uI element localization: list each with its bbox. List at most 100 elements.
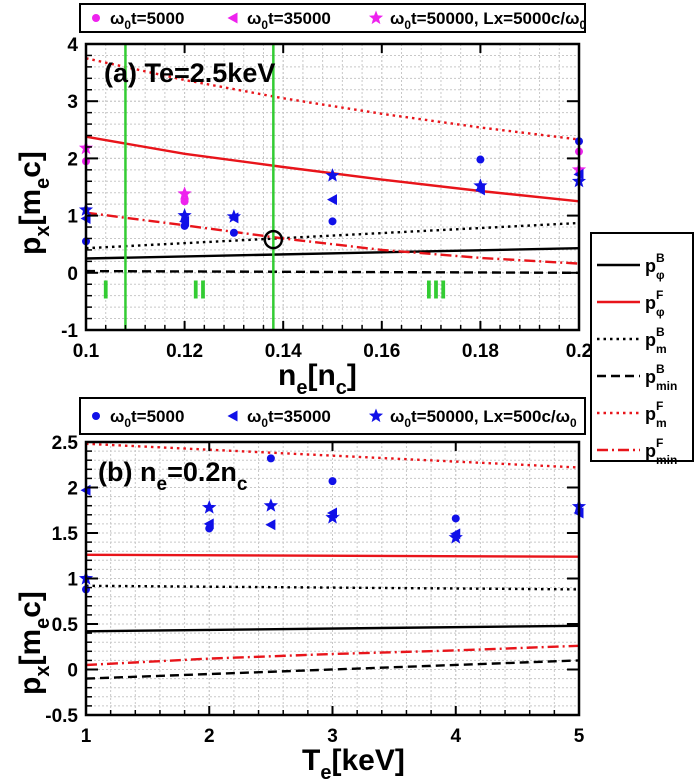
curve-p-min-B xyxy=(85,659,580,680)
data-point xyxy=(328,477,337,486)
line-legend: pB φ pF φ pB m pB min pF m pF min xyxy=(590,232,694,467)
panel-b-ticks: 1 2 3 4 5 -0.5 0 0.5 1 1.5 2 2.5 xyxy=(45,433,584,747)
x-tick-label: 0.12 xyxy=(166,341,203,362)
x-tick-label: 3 xyxy=(327,726,338,747)
x-tick-label: 0.2 xyxy=(566,341,592,362)
legend-label: ω0t=35000 xyxy=(247,9,331,32)
panel-a-frame xyxy=(84,42,581,332)
data-point xyxy=(451,514,460,523)
curve-p-phi-F xyxy=(85,553,580,558)
legend-marker xyxy=(92,14,100,22)
y-tick-label: 4 xyxy=(67,35,78,56)
data-point xyxy=(327,194,337,206)
panel-b-y-axis-label: px[mec] xyxy=(14,591,54,695)
data-point xyxy=(202,500,217,514)
panel-a-y-axis-label: px[mec] xyxy=(14,151,54,255)
y-tick-label: -1 xyxy=(61,321,78,342)
data-point xyxy=(177,186,192,200)
panel-b-points xyxy=(78,454,587,594)
y-tick-label: 0 xyxy=(67,661,78,682)
y-tick-label: 0.5 xyxy=(52,615,79,636)
y-tick-label: 3 xyxy=(67,92,78,113)
data-point xyxy=(266,454,275,463)
x-tick-label: 0.16 xyxy=(363,341,400,362)
curve-p-m-B xyxy=(85,584,580,591)
x-tick-label: 2 xyxy=(204,726,215,747)
x-tick-label: 0.18 xyxy=(462,341,499,362)
plot-frame xyxy=(84,42,581,332)
panel-a-ticks: 0.1 0.12 0.14 0.16 0.18 0.2 -1 0 1 2 3 4 xyxy=(61,35,592,362)
legend-box xyxy=(79,397,586,435)
panel-a-points xyxy=(78,137,587,246)
data-point xyxy=(448,530,463,544)
data-point xyxy=(473,178,488,192)
region-label: I xyxy=(102,275,109,305)
data-point xyxy=(229,228,238,237)
panel-b-legend: ω0t=5000 ω0t=35000 ω0t=50000, Lx=500c/ω0 xyxy=(79,397,586,435)
legend-box xyxy=(79,3,586,33)
x-tick-label: 1 xyxy=(81,726,92,747)
y-tick-label: 2 xyxy=(67,479,78,500)
x-tick-label: 0.1 xyxy=(73,341,100,362)
x-tick-label: 4 xyxy=(450,726,461,747)
data-point xyxy=(263,498,278,512)
data-point xyxy=(328,217,337,226)
curve-p-min-F xyxy=(85,644,580,667)
panel-b-curves xyxy=(85,442,580,680)
legend-label: ω0t=5000 xyxy=(110,9,184,32)
curve-p-m-B xyxy=(85,221,580,250)
data-point xyxy=(205,524,214,533)
y-tick-label: 2.5 xyxy=(52,433,79,454)
x-tick-label: 5 xyxy=(574,726,585,747)
panel-a-region-labels: I II III xyxy=(102,275,447,305)
legend-label: ω0t=5000 xyxy=(110,407,184,430)
y-tick-label: 1 xyxy=(67,570,78,591)
line-legend-label: pB m xyxy=(645,325,667,356)
x-tick-label: 0.14 xyxy=(265,341,302,362)
curve-p-phi-B xyxy=(85,624,580,633)
y-tick-label: 0 xyxy=(67,264,78,285)
line-legend-box xyxy=(590,232,694,462)
data-point xyxy=(180,197,189,206)
panel-a-x-axis-label: ne[nc] xyxy=(278,359,357,399)
data-point xyxy=(228,212,239,224)
data-point xyxy=(265,519,276,531)
panel-a-region-lines xyxy=(124,44,284,330)
legend-marker xyxy=(368,408,384,423)
line-legend-label: pB min xyxy=(645,362,677,393)
line-legend-label: pF m xyxy=(645,399,667,430)
panel-b-x-axis-label: Te[keV] xyxy=(302,744,405,783)
data-point xyxy=(325,510,340,524)
panel-b-label: (b) ne=0.2nc xyxy=(98,457,248,495)
curve-p-m-F xyxy=(85,57,580,141)
legend-label: ω0t=35000 xyxy=(247,407,331,430)
line-legend-label: pB φ xyxy=(645,251,665,282)
legend-marker xyxy=(227,12,238,24)
data-point xyxy=(177,208,192,222)
panel-a-curves xyxy=(85,57,580,274)
data-point xyxy=(476,155,485,164)
intersection-circle xyxy=(263,229,284,250)
y-tick-label: 2 xyxy=(67,149,78,170)
region-label: II xyxy=(192,275,206,305)
region-label: III xyxy=(425,275,447,305)
legend-marker xyxy=(227,410,238,422)
legend-marker xyxy=(92,412,100,420)
data-point xyxy=(474,184,485,196)
curve-p-m-F xyxy=(85,442,580,469)
legend-marker xyxy=(368,10,384,25)
panel-a-legend: ω0t=5000 ω0t=35000 ω0t=50000, Lx=5000c/ω0 xyxy=(79,3,586,33)
legend-label: ω0t=50000, Lx=500c/ω0 xyxy=(390,407,577,430)
line-legend-label: pF min xyxy=(645,436,677,467)
data-point xyxy=(325,168,340,182)
panel-a-label: (a) Te=2.5keV xyxy=(104,58,275,88)
y-tick-label: -0.5 xyxy=(45,706,78,727)
curve-p-phi-B xyxy=(85,247,580,260)
y-tick-label: 1.5 xyxy=(52,524,79,545)
panel-b: ω0t=5000 ω0t=35000 ω0t=50000, Lx=500c/ω0 1… xyxy=(14,397,587,783)
line-legend-label: pF φ xyxy=(645,288,665,319)
curve-p-min-B xyxy=(85,269,580,274)
panel-a: ω0t=5000 ω0t=35000 ω0t=50000, Lx=5000c/ω0 … xyxy=(14,3,592,399)
y-tick-label: 1 xyxy=(67,207,78,228)
legend-label: ω0t=50000, Lx=5000c/ω0 xyxy=(390,9,586,32)
